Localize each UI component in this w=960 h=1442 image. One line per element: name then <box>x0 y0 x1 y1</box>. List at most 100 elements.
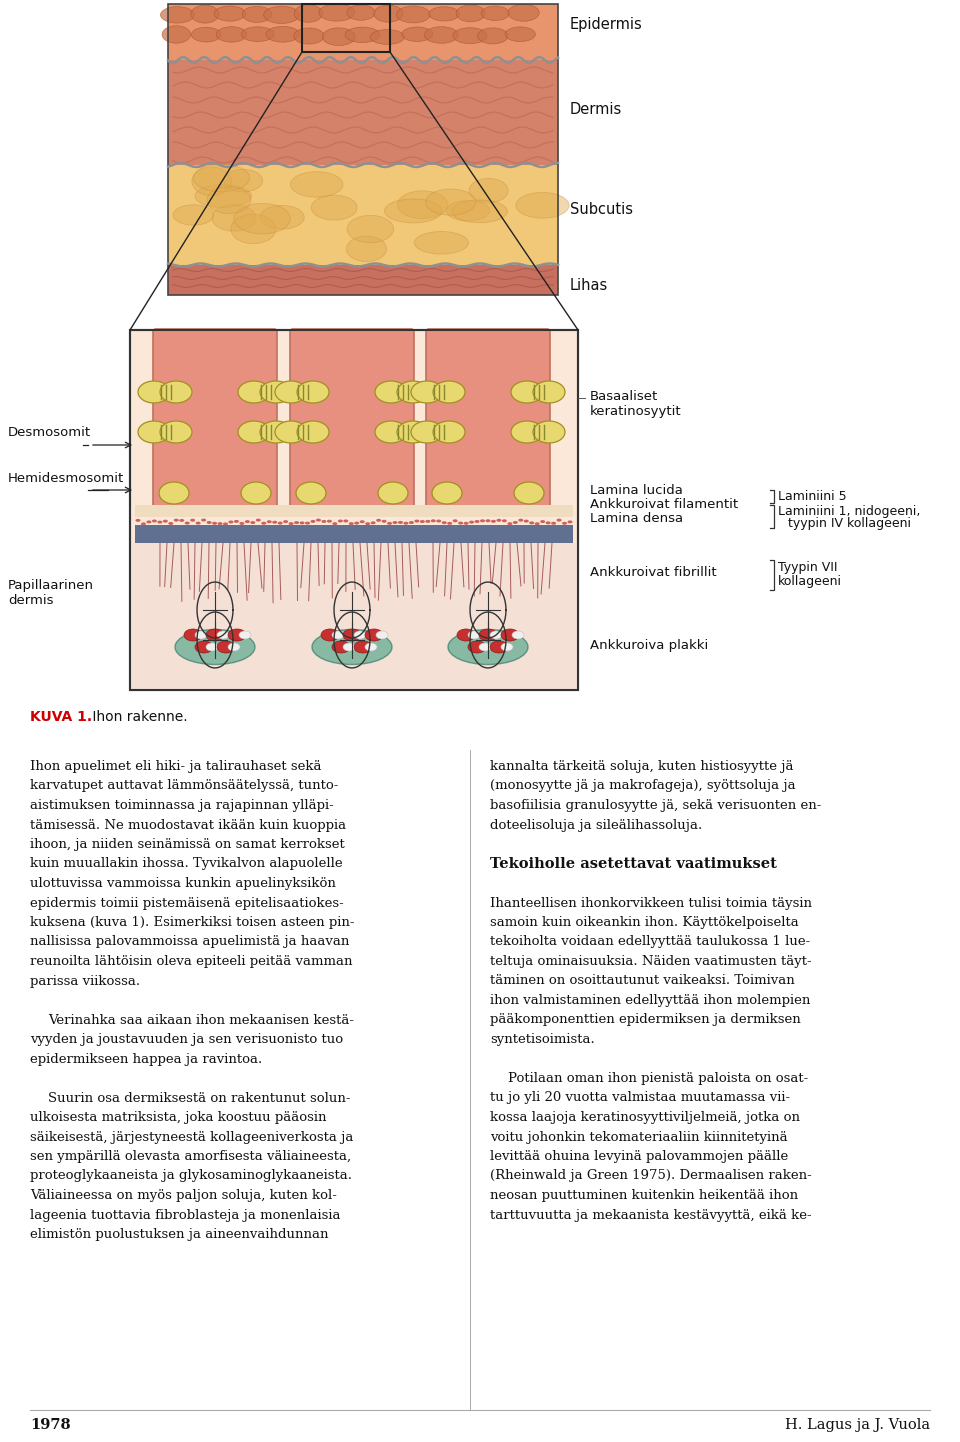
Ellipse shape <box>415 232 468 254</box>
Ellipse shape <box>312 630 392 665</box>
Ellipse shape <box>242 6 272 23</box>
Ellipse shape <box>159 482 189 505</box>
Ellipse shape <box>223 522 228 525</box>
Ellipse shape <box>486 519 491 522</box>
Ellipse shape <box>241 27 275 42</box>
Ellipse shape <box>365 629 383 642</box>
Text: Desmosomit: Desmosomit <box>8 425 91 438</box>
Ellipse shape <box>524 519 529 522</box>
Ellipse shape <box>190 519 195 522</box>
Ellipse shape <box>238 421 270 443</box>
Ellipse shape <box>273 521 277 523</box>
Ellipse shape <box>429 7 460 22</box>
Ellipse shape <box>191 6 219 23</box>
Ellipse shape <box>442 521 446 525</box>
Ellipse shape <box>162 26 190 43</box>
Ellipse shape <box>241 482 271 505</box>
Text: ulottuvissa vammoissa kunkin apuelinyksikön: ulottuvissa vammoissa kunkin apuelinyksi… <box>30 877 336 890</box>
Ellipse shape <box>343 629 361 642</box>
Ellipse shape <box>540 521 545 523</box>
Ellipse shape <box>507 522 513 525</box>
Text: parissa viikossa.: parissa viikossa. <box>30 975 140 988</box>
Ellipse shape <box>533 421 565 443</box>
Ellipse shape <box>275 421 307 443</box>
Ellipse shape <box>347 4 375 20</box>
Text: neosan puuttuminen kuitenkin heikentää ihon: neosan puuttuminen kuitenkin heikentää i… <box>490 1190 798 1203</box>
Text: teltuja ominaisuuksia. Näiden vaatimusten täyt-: teltuja ominaisuuksia. Näiden vaatimuste… <box>490 955 811 968</box>
Ellipse shape <box>212 205 256 231</box>
Ellipse shape <box>376 519 381 522</box>
Ellipse shape <box>375 381 407 402</box>
Text: Dermis: Dermis <box>570 102 622 117</box>
Ellipse shape <box>291 172 343 198</box>
Ellipse shape <box>468 642 486 653</box>
Ellipse shape <box>490 642 508 653</box>
Ellipse shape <box>448 630 528 665</box>
Ellipse shape <box>346 27 380 42</box>
Text: tyypin IV kollageeni: tyypin IV kollageeni <box>788 518 911 531</box>
Ellipse shape <box>425 521 430 523</box>
Text: epidermikseen happea ja ravintoa.: epidermikseen happea ja ravintoa. <box>30 1053 262 1066</box>
FancyBboxPatch shape <box>168 164 558 265</box>
Ellipse shape <box>283 521 288 523</box>
Ellipse shape <box>431 519 436 522</box>
Text: aistimuksen toiminnassa ja rajapinnan ylläpi-: aistimuksen toiminnassa ja rajapinnan yl… <box>30 799 334 812</box>
Ellipse shape <box>551 522 556 525</box>
Text: kollageeni: kollageeni <box>778 575 842 588</box>
FancyBboxPatch shape <box>130 544 578 691</box>
Ellipse shape <box>501 643 513 650</box>
Ellipse shape <box>365 643 377 650</box>
Ellipse shape <box>218 522 223 525</box>
Ellipse shape <box>425 189 476 215</box>
Text: kossa laajoja keratinosyyttiviljelmeiä, jotka on: kossa laajoja keratinosyyttiviljelmeiä, … <box>490 1110 800 1123</box>
Text: Subcutis: Subcutis <box>570 202 633 218</box>
Ellipse shape <box>277 522 282 525</box>
Ellipse shape <box>234 203 290 234</box>
Text: Ankkuroivat filamentit: Ankkuroivat filamentit <box>590 497 738 510</box>
Ellipse shape <box>505 27 536 42</box>
Ellipse shape <box>160 381 192 402</box>
Ellipse shape <box>212 522 217 525</box>
Ellipse shape <box>409 521 414 523</box>
Ellipse shape <box>376 632 388 639</box>
Text: H. Lagus ja J. Vuola: H. Lagus ja J. Vuola <box>785 1417 930 1432</box>
Ellipse shape <box>230 215 276 244</box>
Text: doteelisoluja ja sileälihassoluja.: doteelisoluja ja sileälihassoluja. <box>490 819 703 832</box>
Ellipse shape <box>375 421 407 443</box>
Text: Ankkuroivat fibrillit: Ankkuroivat fibrillit <box>590 565 716 578</box>
Ellipse shape <box>184 629 202 642</box>
Ellipse shape <box>174 519 179 522</box>
Ellipse shape <box>469 179 508 203</box>
Ellipse shape <box>456 4 485 22</box>
Ellipse shape <box>163 519 168 522</box>
Ellipse shape <box>193 164 250 192</box>
Ellipse shape <box>411 421 443 443</box>
Ellipse shape <box>458 522 463 525</box>
Ellipse shape <box>266 26 300 42</box>
Ellipse shape <box>516 192 569 218</box>
Ellipse shape <box>398 521 403 523</box>
Ellipse shape <box>332 522 337 525</box>
Text: pääkomponenttien epidermiksen ja dermiksen: pääkomponenttien epidermiksen ja dermiks… <box>490 1014 801 1027</box>
Ellipse shape <box>381 519 387 523</box>
Text: Lamina lucida: Lamina lucida <box>590 483 683 496</box>
Text: kuin muuallakin ihossa. Tyvikalvon alapuolelle: kuin muuallakin ihossa. Tyvikalvon alapu… <box>30 858 343 871</box>
Ellipse shape <box>415 519 420 522</box>
Ellipse shape <box>192 167 231 196</box>
Ellipse shape <box>297 421 329 443</box>
Ellipse shape <box>397 421 429 443</box>
Ellipse shape <box>294 521 300 523</box>
Ellipse shape <box>354 632 366 639</box>
Text: Lamina densa: Lamina densa <box>590 512 684 525</box>
FancyBboxPatch shape <box>168 265 558 296</box>
Text: reunoilta lähtöisin oleva epiteeli peitää vamman: reunoilta lähtöisin oleva epiteeli peitä… <box>30 955 352 968</box>
Ellipse shape <box>424 27 458 43</box>
Ellipse shape <box>514 482 544 505</box>
Ellipse shape <box>228 629 246 642</box>
Ellipse shape <box>173 205 214 225</box>
Text: Laminiini 5: Laminiini 5 <box>778 489 847 502</box>
Text: Ankkuroiva plakki: Ankkuroiva plakki <box>590 639 708 652</box>
Text: ihon valmistaminen edellyyttää ihon molempien: ihon valmistaminen edellyyttää ihon mole… <box>490 994 810 1007</box>
Text: nallisissa palovammoissa apuelimistä ja haavan: nallisissa palovammoissa apuelimistä ja … <box>30 936 349 949</box>
Text: KUVA 1.: KUVA 1. <box>30 709 92 724</box>
